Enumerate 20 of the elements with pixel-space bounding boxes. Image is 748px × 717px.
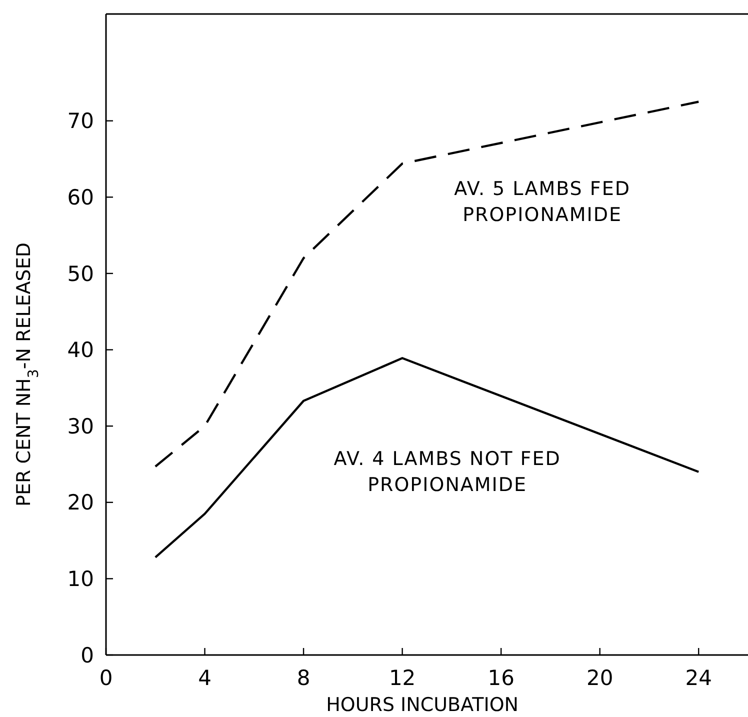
x-tick-label: 4 xyxy=(198,666,212,690)
x-tick-label: 8 xyxy=(296,666,310,690)
y-tick-label: 60 xyxy=(67,185,94,210)
series-label: AV. 5 LAMBS FED PROPIONAMIDE xyxy=(454,178,630,226)
series-label: AV. 4 LAMBS NOT FED PROPIONAMIDE xyxy=(334,448,561,496)
x-tick-label: 24 xyxy=(685,666,712,690)
y-tick-label: 10 xyxy=(67,567,94,592)
y-tick-label: 70 xyxy=(67,109,94,134)
y-tick-label: 30 xyxy=(67,414,94,438)
line-series xyxy=(154,100,700,468)
x-tick-label: 16 xyxy=(488,666,514,690)
y-tick-label: 20 xyxy=(67,490,94,515)
y-tick-label: 40 xyxy=(67,338,94,362)
x-tick-label: 20 xyxy=(586,666,614,690)
x-tick-label: 12 xyxy=(388,666,416,690)
line-series xyxy=(154,357,700,558)
x-axis-title: HOURS INCUBATION xyxy=(326,694,518,716)
y-tick-label: 50 xyxy=(67,262,94,286)
x-tick-label: 0 xyxy=(99,666,113,690)
y-tick-label: 0 xyxy=(80,643,94,668)
